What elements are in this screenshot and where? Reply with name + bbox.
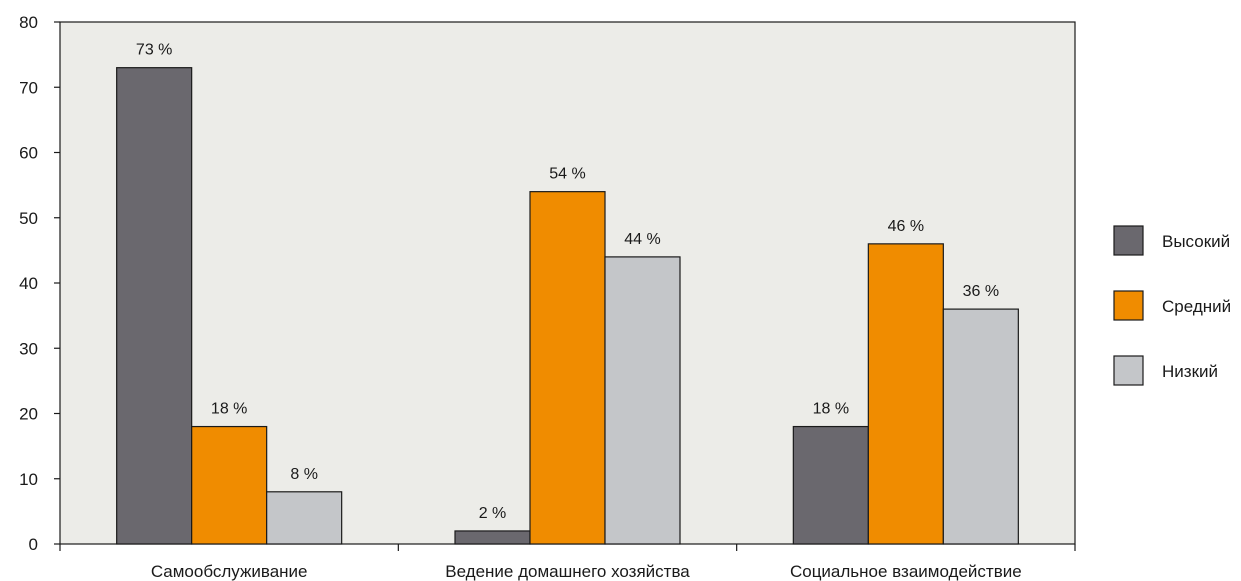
x-axis: Самообслуживание Ведение домашнего хозяйс…: [59, 544, 1076, 581]
data-label: 18 %: [813, 401, 849, 418]
data-label: 18 %: [211, 401, 247, 418]
x-category-label: Ведение домашнего хозяйства: [445, 562, 690, 581]
y-tick-label: 0: [29, 535, 38, 554]
x-category-label: Социальное взаимодействие: [790, 562, 1022, 581]
legend-label: Высокий: [1162, 232, 1230, 251]
bar: [116, 67, 193, 545]
y-tick-label: 10: [19, 470, 38, 489]
bar: [792, 425, 869, 545]
y-tick-label: 70: [19, 78, 38, 97]
y-tick-label: 30: [19, 339, 38, 358]
x-category-label: Самообслуживание: [151, 562, 308, 581]
legend-label: Средний: [1162, 297, 1231, 316]
bar: [191, 425, 268, 545]
data-label: 46 %: [888, 218, 924, 235]
bar: [529, 191, 606, 545]
legend-label: Низкий: [1162, 362, 1218, 381]
data-label: 36 %: [963, 283, 999, 300]
y-tick-label: 40: [19, 274, 38, 293]
y-tick-label: 50: [19, 209, 38, 228]
data-label: 73 %: [136, 42, 172, 59]
bars: [116, 67, 1019, 545]
bar: [266, 491, 343, 545]
legend-swatch: [1113, 355, 1144, 386]
data-label: 2 %: [479, 505, 507, 522]
data-labels: 73 % 18 % 8 % 2 % 54 % 44 % 18 % 46 % 36 %: [136, 42, 999, 522]
y-tick-label: 20: [19, 405, 38, 424]
legend: Высокий Средний Низкий: [1113, 225, 1231, 386]
data-label: 8 %: [290, 466, 318, 483]
y-tick-label: 60: [19, 144, 38, 163]
bar: [942, 308, 1019, 545]
bar: [867, 243, 944, 545]
legend-swatch: [1113, 290, 1144, 321]
y-axis: 0 10 20 30 40 50 60 70 80: [19, 13, 60, 554]
bar: [454, 530, 531, 545]
legend-swatch: [1113, 225, 1144, 256]
y-tick-label: 80: [19, 13, 38, 32]
bar: [604, 256, 681, 545]
data-label: 54 %: [549, 166, 585, 183]
data-label: 44 %: [624, 231, 660, 248]
